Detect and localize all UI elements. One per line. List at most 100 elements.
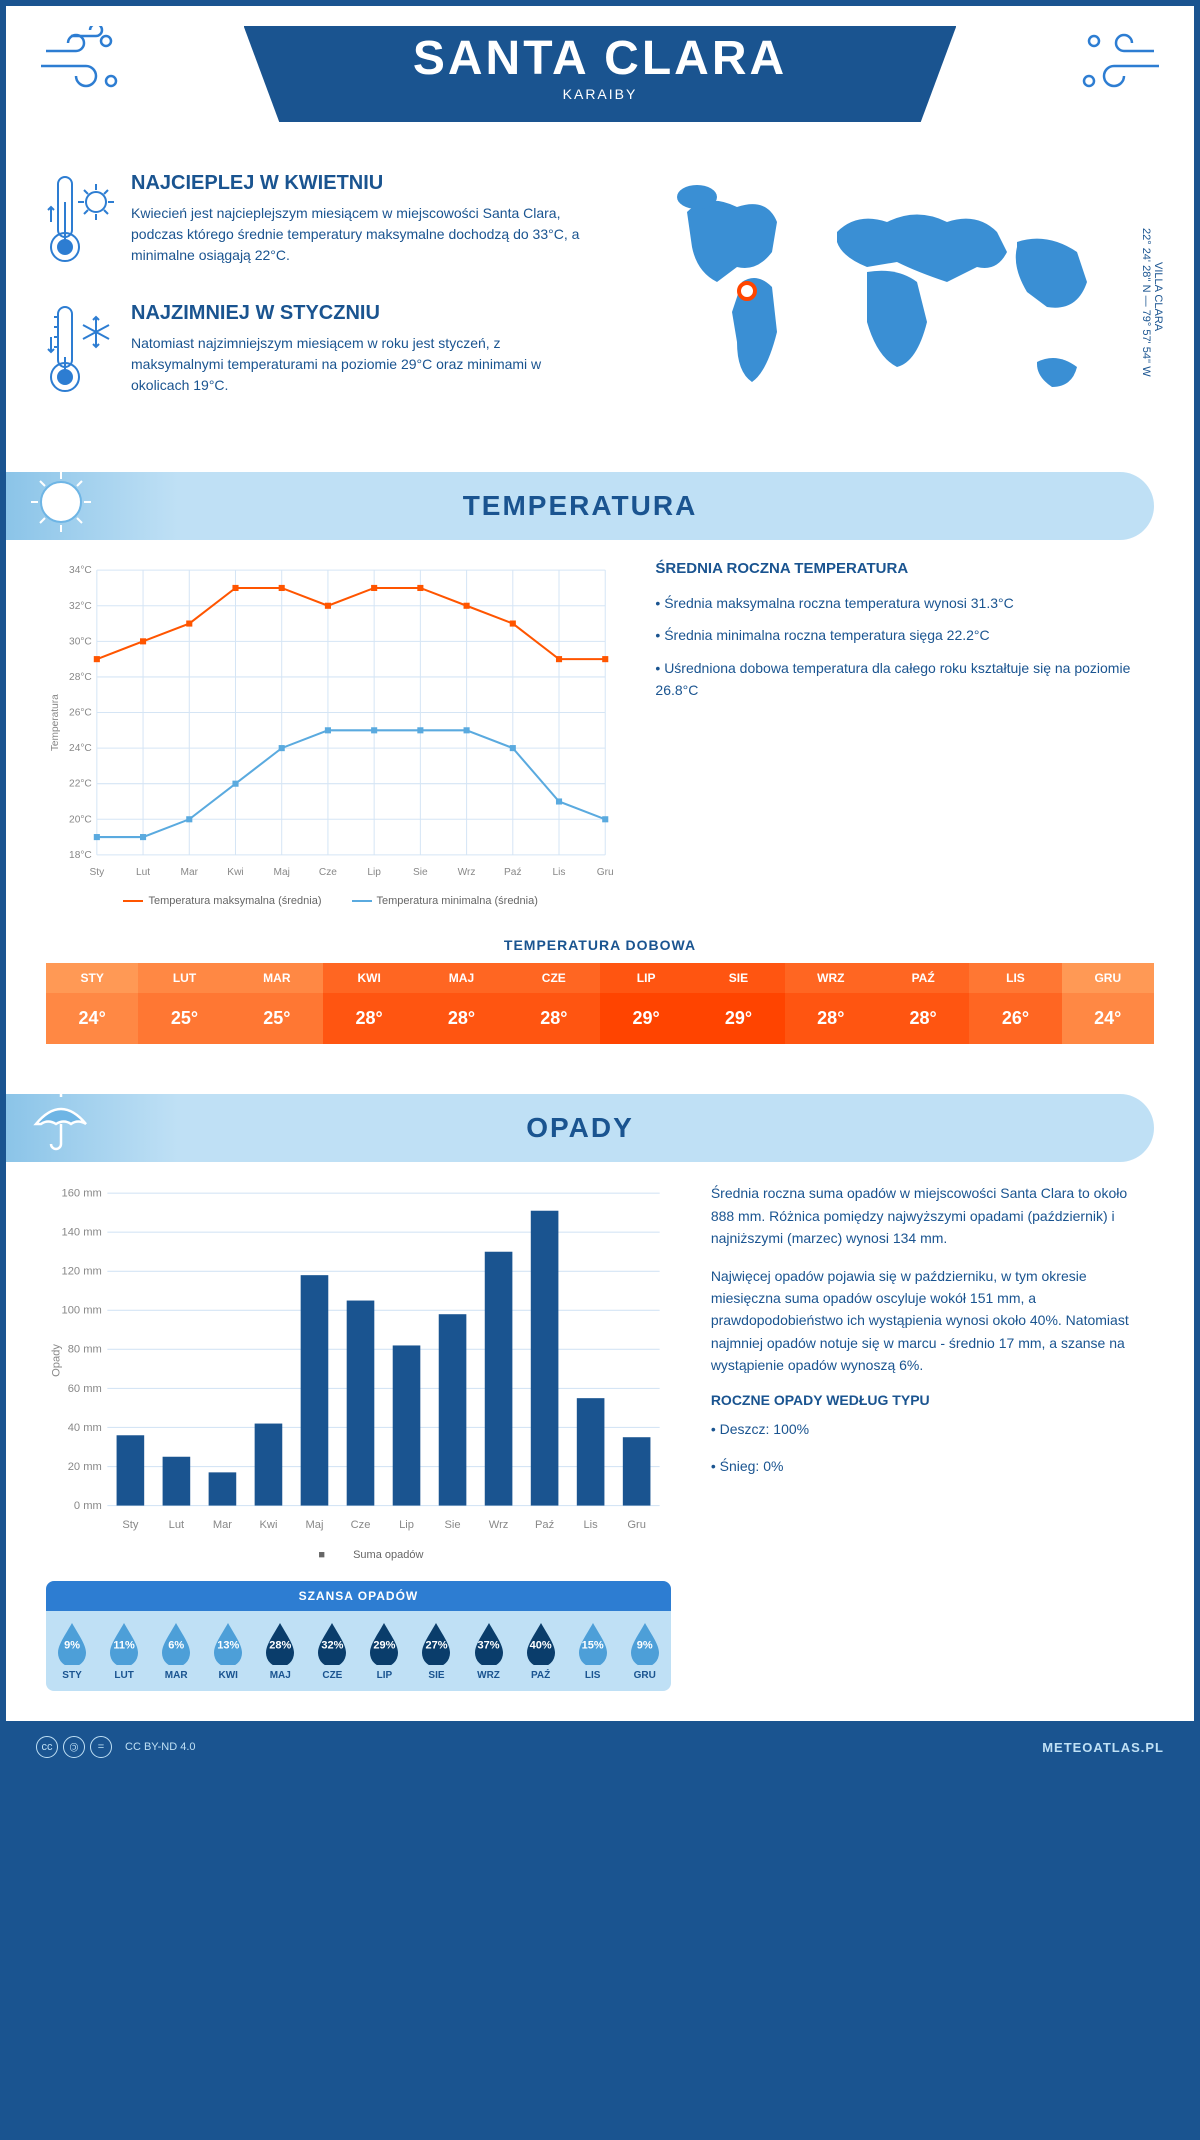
rain-chance-col: 27% SIE: [410, 1611, 462, 1691]
temp-text-col: ŚREDNIA ROCZNA TEMPERATURA • Średnia mak…: [655, 560, 1154, 907]
temp-avg-title: ŚREDNIA ROCZNA TEMPERATURA: [655, 560, 1154, 577]
svg-text:Maj: Maj: [305, 1519, 323, 1531]
svg-text:26°C: 26°C: [69, 708, 92, 719]
svg-text:20 mm: 20 mm: [68, 1461, 102, 1473]
rain-chance-table: SZANSA OPADÓW 9% STY 11% LUT 6% MAR: [46, 1581, 671, 1691]
page-subtitle: KARAIBY: [304, 86, 897, 102]
svg-text:20°C: 20°C: [69, 814, 92, 825]
legend-min: Temperatura minimalna (średnia): [352, 895, 538, 907]
wind-icon-right: [1074, 26, 1164, 110]
svg-text:140 mm: 140 mm: [62, 1227, 102, 1239]
svg-text:22°C: 22°C: [69, 779, 92, 790]
svg-text:Sty: Sty: [89, 867, 105, 878]
rain-chance-title: SZANSA OPADÓW: [46, 1581, 671, 1611]
temp-chart-col: 18°C20°C22°C24°C26°C28°C30°C32°C34°CStyL…: [46, 560, 615, 907]
svg-text:24°C: 24°C: [69, 743, 92, 754]
region-name: VILLA CLARA: [1152, 172, 1164, 422]
svg-text:Lip: Lip: [399, 1519, 414, 1531]
svg-text:Mar: Mar: [213, 1519, 232, 1531]
daily-temp-table: STY 24° LUT 25° MAR 25° KWI 28° MAJ 28° …: [46, 963, 1154, 1044]
rain-chance-col: 37% WRZ: [463, 1611, 515, 1691]
svg-text:100 mm: 100 mm: [62, 1305, 102, 1317]
legend-max: Temperatura maksymalna (średnia): [123, 895, 321, 907]
by-icon: 🄯: [63, 1736, 85, 1758]
svg-text:160 mm: 160 mm: [62, 1188, 102, 1200]
coords-text: 22° 24' 28'' N — 79° 57' 54'' W: [1140, 228, 1152, 377]
title-banner: SANTA CLARA KARAIBY: [244, 26, 957, 122]
precip-type-snow: • Śnieg: 0%: [711, 1455, 1154, 1477]
precip-type-title: ROCZNE OPADY WEDŁUG TYPU: [711, 1392, 1154, 1408]
temp-legend: Temperatura maksymalna (średnia) Tempera…: [46, 895, 615, 907]
rain-chance-col: 32% CZE: [306, 1611, 358, 1691]
precip-legend: ■ Suma opadów: [46, 1549, 671, 1561]
svg-text:Paź: Paź: [535, 1519, 555, 1531]
coldest-title: NAJZIMNIEJ W STYCZNIU: [131, 302, 580, 325]
svg-text:Wrz: Wrz: [458, 867, 476, 878]
svg-text:Opady: Opady: [50, 1344, 62, 1377]
site-name: METEOATLAS.PL: [1042, 1740, 1164, 1755]
svg-text:Lip: Lip: [367, 867, 381, 878]
svg-text:0 mm: 0 mm: [74, 1500, 102, 1512]
thermometer-hot-icon: [46, 172, 116, 277]
temperature-line-chart: 18°C20°C22°C24°C26°C28°C30°C32°C34°CStyL…: [46, 560, 615, 885]
warmest-title: NAJCIEPLEJ W KWIETNIU: [131, 172, 580, 195]
svg-text:Lut: Lut: [169, 1519, 185, 1531]
svg-text:Gru: Gru: [597, 867, 614, 878]
temp-bullet-1: • Średnia minimalna roczna temperatura s…: [655, 624, 1154, 646]
coldest-block: NAJZIMNIEJ W STYCZNIU Natomiast najzimni…: [46, 302, 580, 407]
svg-text:32°C: 32°C: [69, 601, 92, 612]
precip-section: 0 mm20 mm40 mm60 mm80 mm100 mm120 mm140 …: [6, 1182, 1194, 1721]
intro-section: NAJCIEPLEJ W KWIETNIU Kwiecień jest najc…: [6, 152, 1194, 452]
svg-text:Gru: Gru: [627, 1519, 646, 1531]
svg-text:60 mm: 60 mm: [68, 1383, 102, 1395]
temp-table-col: PAŹ 28°: [877, 963, 969, 1044]
svg-text:Maj: Maj: [274, 867, 290, 878]
coordinates: VILLA CLARA 22° 24' 28'' N — 79° 57' 54'…: [1140, 172, 1164, 432]
temp-table-col: STY 24°: [46, 963, 138, 1044]
precip-text-col: Średnia roczna suma opadów w miejscowośc…: [711, 1182, 1154, 1691]
svg-text:Cze: Cze: [319, 867, 337, 878]
temperature-title: TEMPERATURA: [6, 490, 1154, 522]
svg-text:Kwi: Kwi: [227, 867, 243, 878]
warmest-text: Kwiecień jest najcieplejszym miesiącem w…: [131, 203, 580, 266]
temp-table-col: KWI 28°: [323, 963, 415, 1044]
svg-text:Sty: Sty: [122, 1519, 139, 1531]
precip-type-rain: • Deszcz: 100%: [711, 1418, 1154, 1440]
world-map: [620, 172, 1154, 432]
footer: cc 🄯 = CC BY-ND 4.0 METEOATLAS.PL: [6, 1721, 1194, 1773]
svg-text:Sie: Sie: [413, 867, 428, 878]
svg-text:Lis: Lis: [583, 1519, 598, 1531]
page-title: SANTA CLARA: [304, 31, 897, 86]
svg-text:40 mm: 40 mm: [68, 1422, 102, 1434]
temperature-header: TEMPERATURA: [6, 472, 1154, 540]
svg-text:Sie: Sie: [444, 1519, 460, 1531]
svg-text:28°C: 28°C: [69, 672, 92, 683]
rain-chance-col: 15% LIS: [567, 1611, 619, 1691]
svg-text:120 mm: 120 mm: [62, 1266, 102, 1278]
temp-table-col: LUT 25°: [138, 963, 230, 1044]
svg-text:Lis: Lis: [553, 867, 566, 878]
temp-bullet-2: • Uśredniona dobowa temperatura dla całe…: [655, 657, 1154, 702]
cc-license: cc 🄯 = CC BY-ND 4.0: [36, 1736, 196, 1758]
umbrella-icon: [26, 1089, 96, 1164]
rain-chance-col: 28% MAJ: [254, 1611, 306, 1691]
temp-table-col: MAJ 28°: [415, 963, 507, 1044]
thermometer-cold-icon: [46, 302, 116, 407]
precip-title: OPADY: [6, 1112, 1154, 1144]
rain-chance-col: 9% GRU: [619, 1611, 671, 1691]
page: SANTA CLARA KARAIBY NAJCIEPLEJ W KWIETNI…: [0, 0, 1200, 1779]
svg-text:30°C: 30°C: [69, 636, 92, 647]
svg-text:18°C: 18°C: [69, 850, 92, 861]
rain-chance-col: 13% KWI: [202, 1611, 254, 1691]
rain-chance-col: 9% STY: [46, 1611, 98, 1691]
rain-chance-col: 40% PAŹ: [515, 1611, 567, 1691]
precip-bar-chart: 0 mm20 mm40 mm60 mm80 mm100 mm120 mm140 …: [46, 1182, 671, 1539]
temp-table-col: WRZ 28°: [785, 963, 877, 1044]
temp-table-col: GRU 24°: [1062, 963, 1154, 1044]
svg-text:Lut: Lut: [136, 867, 150, 878]
svg-text:Wrz: Wrz: [489, 1519, 509, 1531]
wind-icon-left: [36, 26, 126, 110]
temp-bullet-0: • Średnia maksymalna roczna temperatura …: [655, 592, 1154, 614]
daily-temp-title: TEMPERATURA DOBOWA: [46, 937, 1154, 953]
temp-table-col: LIS 26°: [969, 963, 1061, 1044]
